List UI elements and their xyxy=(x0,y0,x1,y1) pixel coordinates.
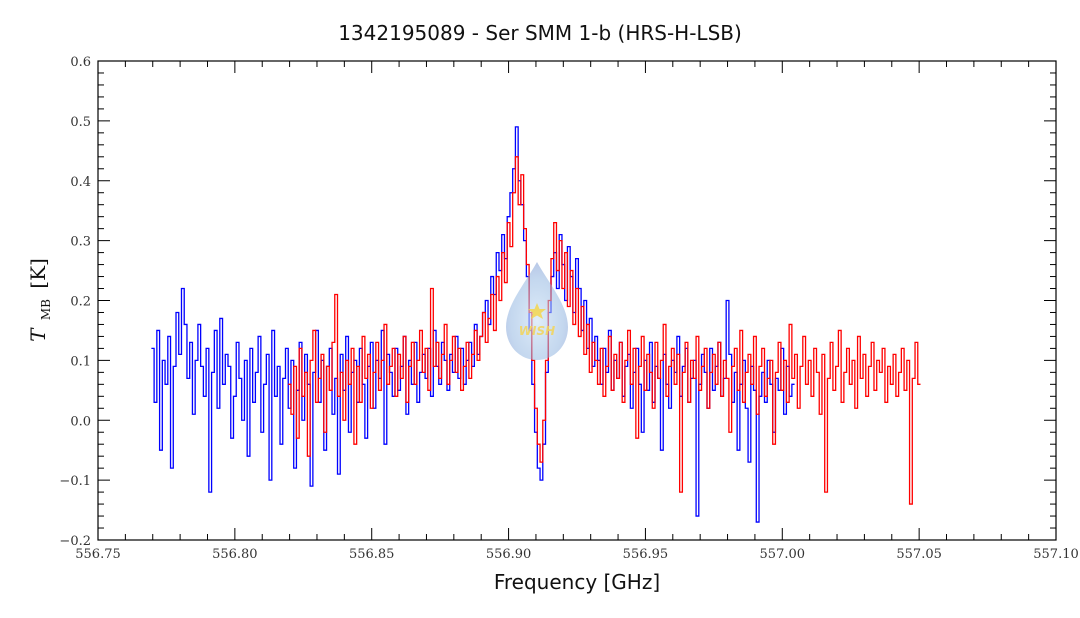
y-tick-label: 0.4 xyxy=(70,175,91,190)
wish-logo-watermark: WISH xyxy=(506,262,568,360)
x-tick-label: 557.00 xyxy=(760,547,806,562)
x-tick-label: 557.05 xyxy=(896,547,942,562)
x-tick-labels: 556.75 556.80 556.85 556.90 556.95 557.00 557.… xyxy=(75,547,1079,562)
y-tick-label: 0.3 xyxy=(70,235,91,250)
axis-ticks xyxy=(97,60,1057,541)
x-axis-label: Frequency [GHz] xyxy=(494,570,660,594)
wish-logo-text: WISH xyxy=(519,324,555,338)
y-tick-label: 0.0 xyxy=(70,414,91,429)
x-tick-label: 556.80 xyxy=(212,547,258,562)
x-tick-label: 556.85 xyxy=(349,547,395,562)
x-tick-label: 556.95 xyxy=(623,547,669,562)
y-tick-label: 0.6 xyxy=(70,55,91,70)
y-tick-label: −0.1 xyxy=(59,474,91,489)
y-axis-label: T MB [K] xyxy=(26,258,55,342)
y-tick-label: −0.2 xyxy=(59,534,91,549)
y-axis-unit: [K] xyxy=(26,258,50,289)
chart-title: 1342195089 - Ser SMM 1-b (HRS-H-LSB) xyxy=(338,21,742,45)
y-tick-label: 0.5 xyxy=(70,115,91,130)
y-tick-labels: −0.2 −0.1 0.0 0.1 0.2 0.3 0.4 0.5 0.6 xyxy=(59,55,91,549)
y-tick-label: 0.2 xyxy=(70,295,91,310)
x-tick-label: 556.75 xyxy=(75,547,121,562)
series-line-red xyxy=(288,156,921,505)
x-tick-label: 557.10 xyxy=(1033,547,1079,562)
y-axis-subscript: MB xyxy=(39,299,53,320)
y-axis-symbol: T xyxy=(26,327,50,342)
x-tick-label: 556.90 xyxy=(486,547,532,562)
series-line-blue xyxy=(151,126,795,523)
svg-text:T MB [K]: T MB [K] xyxy=(26,258,55,342)
series-layer xyxy=(151,126,921,523)
y-tick-label: 0.1 xyxy=(70,354,91,369)
